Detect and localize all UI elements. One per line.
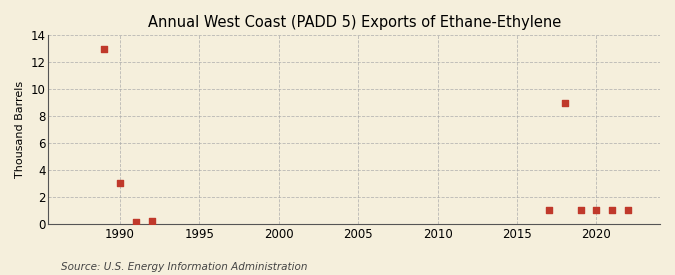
Point [115, 181, 126, 185]
Point [543, 208, 554, 212]
Point [623, 208, 634, 212]
Point [146, 219, 157, 223]
Point [99, 46, 109, 51]
Point [607, 208, 618, 212]
Text: Source: U.S. Energy Information Administration: Source: U.S. Energy Information Administ… [61, 262, 307, 271]
Y-axis label: Thousand Barrels: Thousand Barrels [15, 81, 25, 178]
Point [575, 208, 586, 212]
Point [130, 220, 141, 224]
Point [560, 100, 570, 105]
Point [591, 208, 602, 212]
Title: Annual West Coast (PADD 5) Exports of Ethane-Ethylene: Annual West Coast (PADD 5) Exports of Et… [148, 15, 561, 30]
